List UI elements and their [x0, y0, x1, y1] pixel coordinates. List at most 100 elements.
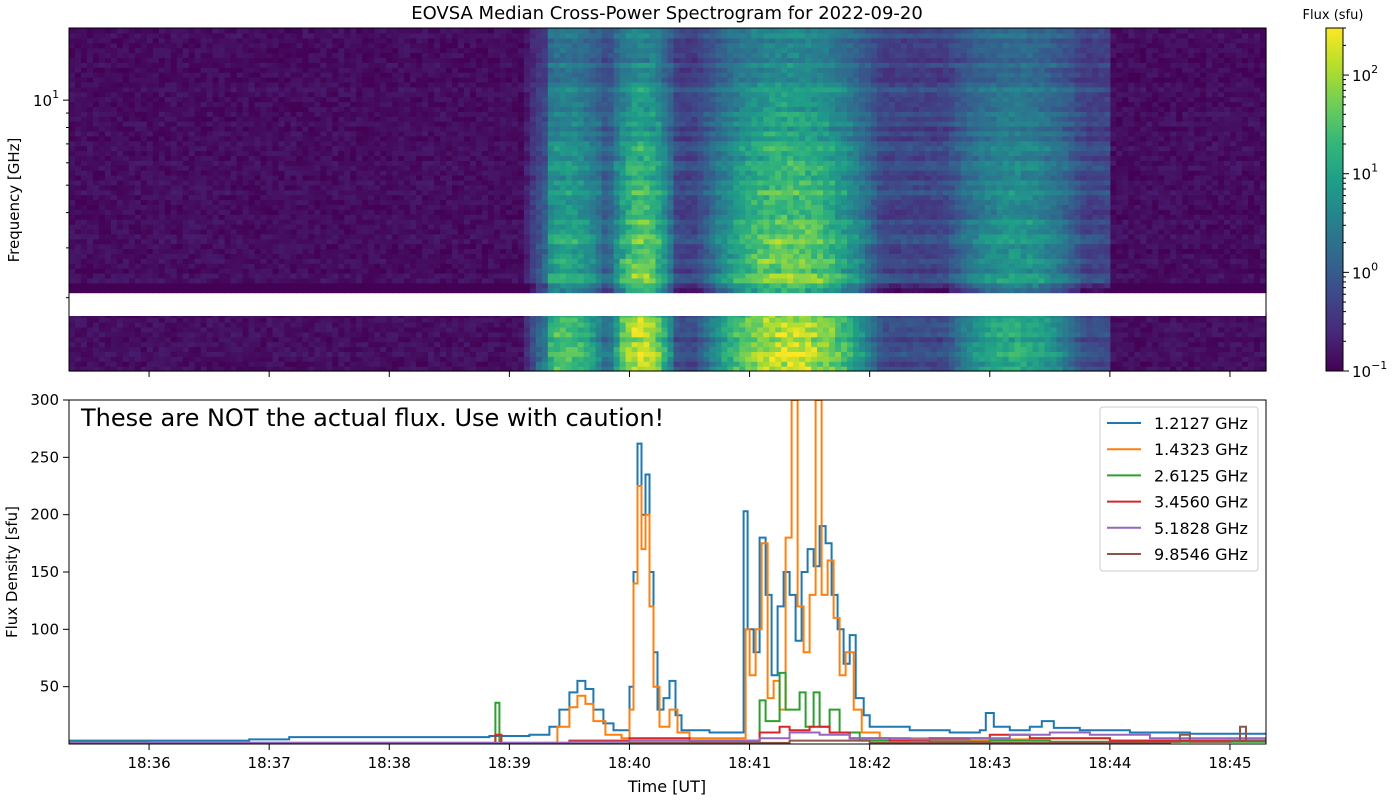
- spectrogram-cell: [123, 131, 130, 137]
- spectrogram-cell: [290, 258, 297, 264]
- spectrogram-cell: [476, 28, 483, 34]
- spectrogram-cell: [93, 131, 100, 137]
- spectrogram-cell: [153, 195, 160, 201]
- spectrogram-cell: [344, 82, 351, 88]
- spectrogram-cell: [374, 195, 381, 201]
- spectrogram-cell: [440, 102, 447, 108]
- spectrogram-cell: [380, 131, 387, 137]
- spectrogram-cell: [386, 97, 393, 103]
- spectrogram-cell: [314, 121, 321, 127]
- spectrogram-cell: [392, 57, 399, 63]
- spectrogram-cell: [440, 190, 447, 196]
- spectrogram-cell: [207, 53, 214, 59]
- spectrogram-cell: [135, 253, 142, 259]
- spectrogram-cell: [512, 102, 519, 108]
- spectrogram-cell: [87, 57, 94, 63]
- spectrogram-cell: [422, 317, 429, 323]
- spectrogram-cell: [326, 190, 333, 196]
- spectrogram-cell: [159, 322, 166, 328]
- spectrogram-cell: [482, 72, 489, 78]
- spectrogram-cell: [93, 141, 100, 147]
- spectrogram-cell: [111, 337, 118, 343]
- spectrogram-cell: [500, 106, 507, 112]
- spectrogram-cell: [494, 121, 501, 127]
- spectrogram-cell: [129, 111, 136, 117]
- spectrogram-cell: [207, 204, 214, 210]
- spectrogram-cell: [464, 92, 471, 98]
- spectrogram-cell: [392, 209, 399, 215]
- spectrogram-cell: [404, 273, 411, 279]
- spectrogram-cell: [69, 43, 76, 49]
- spectrogram-cell: [320, 190, 327, 196]
- spectrogram-cell: [272, 190, 279, 196]
- spectrogram-cell: [452, 204, 459, 210]
- spectrogram-cell: [171, 278, 178, 284]
- spectrogram-cell: [267, 258, 274, 264]
- spectrogram-cell: [344, 126, 351, 132]
- spectrogram-cell: [296, 43, 303, 49]
- spectrogram-cell: [69, 126, 76, 132]
- spectrogram-cell: [440, 151, 447, 157]
- spectrogram-cell: [213, 239, 220, 245]
- spectrogram-cell: [470, 136, 477, 142]
- spectrogram-cell: [267, 190, 274, 196]
- spectrogram-cell: [255, 224, 262, 230]
- spectrogram-cell: [237, 175, 244, 181]
- spectrogram-cell: [446, 33, 453, 39]
- spectrogram-cell: [368, 263, 375, 269]
- spectrogram-cell: [308, 229, 315, 235]
- spectrogram-cell: [87, 165, 94, 171]
- spectrogram-cell: [512, 48, 519, 54]
- spectrogram-cell: [219, 337, 226, 343]
- spectrogram-cell: [386, 126, 393, 132]
- spectrogram-cell: [494, 97, 501, 103]
- spectrogram-cell: [69, 195, 76, 201]
- spectrogram-cell: [278, 209, 285, 215]
- spectrogram-cell: [416, 136, 423, 142]
- spectrogram-cell: [159, 263, 166, 269]
- spectrogram-cell: [284, 48, 291, 54]
- spectrogram-cell: [380, 165, 387, 171]
- spectrogram-cell: [135, 214, 142, 220]
- spectrogram-cell: [225, 28, 232, 34]
- spectrogram-cell: [231, 337, 238, 343]
- spectrogram-cell: [153, 175, 160, 181]
- spectrogram-cell: [416, 53, 423, 59]
- spectrogram-cell: [338, 244, 345, 250]
- spectrogram-cell: [326, 82, 333, 88]
- spectrogram-cell: [278, 57, 285, 63]
- spectrogram-cell: [326, 53, 333, 59]
- spectrogram-cell: [434, 361, 441, 367]
- spectrogram-cell: [398, 356, 405, 362]
- spectrogram-cell: [237, 317, 244, 323]
- spectrogram-cell: [320, 111, 327, 117]
- spectrogram-cell: [440, 195, 447, 201]
- spectrogram-cell: [428, 141, 435, 147]
- spectrogram-cell: [470, 283, 477, 289]
- spectrogram-cell: [416, 244, 423, 250]
- spectrogram-cell: [458, 111, 465, 117]
- spectrogram-cell: [338, 258, 345, 264]
- spectrogram-cell: [344, 278, 351, 284]
- spectrogram-cell: [314, 342, 321, 348]
- spectrogram-cell: [69, 141, 76, 147]
- spectrogram-cell: [380, 102, 387, 108]
- spectrogram-cell: [362, 43, 369, 49]
- spectrogram-cell: [213, 97, 220, 103]
- spectrogram-cell: [278, 87, 285, 93]
- spectrogram-cell: [81, 141, 88, 147]
- spectrogram-cell: [171, 327, 178, 333]
- spectrogram-cell: [129, 28, 136, 34]
- spectrogram-cell: [290, 327, 297, 333]
- spectrogram-cell: [87, 28, 94, 34]
- spectrogram-cell: [99, 214, 106, 220]
- spectrogram-cell: [87, 278, 94, 284]
- spectrogram-cell: [207, 146, 214, 152]
- spectrogram-cell: [416, 175, 423, 181]
- spectrogram-cell: [512, 209, 519, 215]
- spectrogram-cell: [171, 209, 178, 215]
- spectrogram-cell: [302, 244, 309, 250]
- spectrogram-cell: [434, 38, 441, 44]
- spectrogram-cell: [428, 234, 435, 240]
- spectrogram-cell: [147, 180, 154, 186]
